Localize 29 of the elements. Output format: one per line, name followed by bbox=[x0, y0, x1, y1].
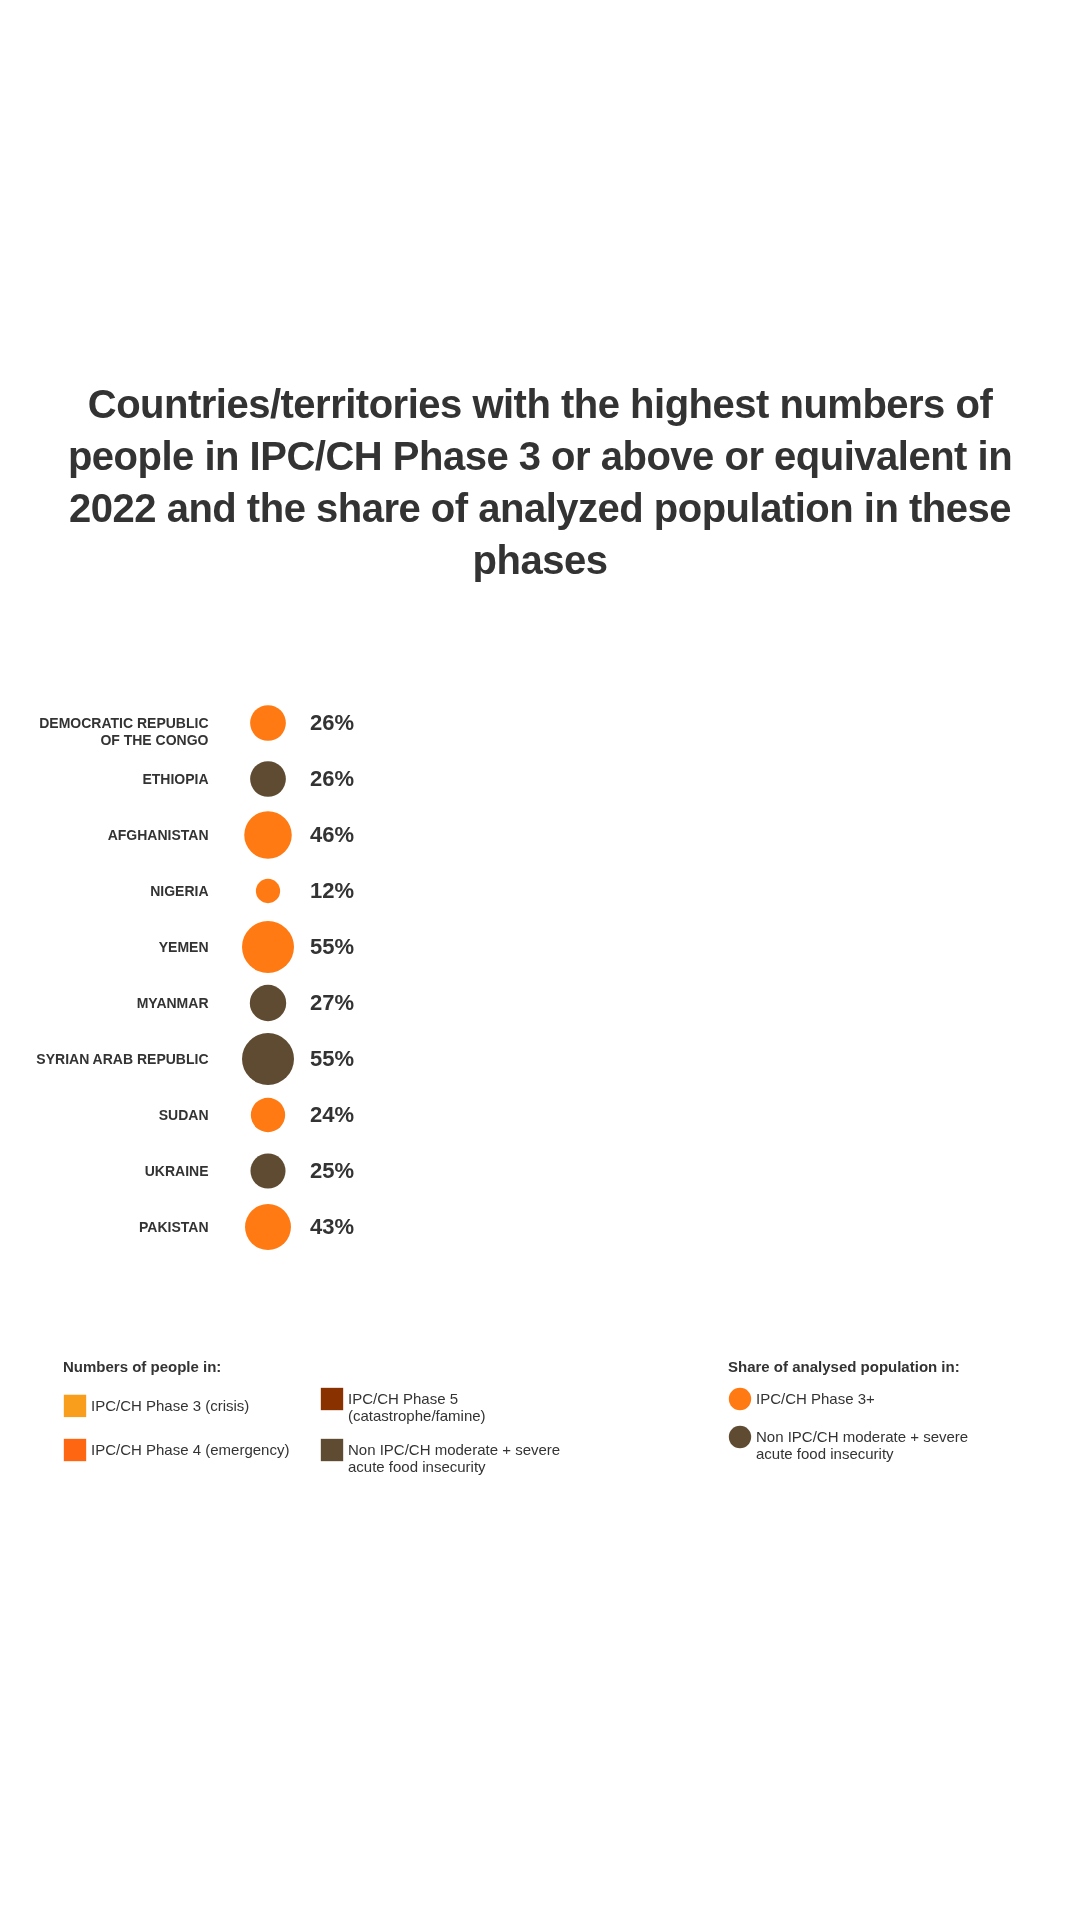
category-label: ETHIOPIA bbox=[142, 770, 209, 787]
data-label: 43% bbox=[310, 1214, 355, 1239]
data-label: 25% bbox=[310, 1158, 355, 1183]
legend-label: Non IPC/CH moderate + severe acute food insecurity bbox=[756, 1428, 969, 1462]
category-label: SYRIAN ARAB REPUBLIC bbox=[36, 1050, 209, 1067]
data-label: 46% bbox=[310, 822, 355, 847]
category-label: NIGERIA bbox=[150, 882, 209, 899]
legend-title: Share of analysed population in: bbox=[728, 1358, 960, 1375]
data-label: 24% bbox=[310, 1102, 355, 1127]
text: Numbers of people in: bbox=[63, 1358, 222, 1375]
legend-label: IPC/CH Phase 3+ bbox=[756, 1390, 876, 1407]
data-label: 55% bbox=[310, 934, 355, 959]
data-label: 12% bbox=[310, 878, 355, 903]
legend-label: Non IPC/CH moderate + severe acute food insecurity bbox=[348, 1441, 561, 1475]
legend-label: IPC/CH Phase 5 (catastrophe/famine) bbox=[348, 1390, 486, 1424]
category-label: SUDAN bbox=[158, 1106, 209, 1123]
data-label: 26% bbox=[310, 766, 355, 791]
category-label: UKRAINE bbox=[144, 1162, 209, 1179]
category-label: AFGHANISTAN bbox=[107, 826, 209, 843]
text: Countries/territories with the highest numbers of people in IPC/CH Phase 3 or above or equivalent in 2022 and the share of analyzed population in these phases bbox=[66, 381, 1014, 584]
category-label: MYANMAR bbox=[136, 994, 209, 1011]
data-label: 27% bbox=[310, 990, 355, 1015]
category-label: DEMOCRATIC REPUBLIC OF THE CONGO bbox=[39, 714, 209, 748]
data-label: 55% bbox=[310, 1046, 355, 1071]
legend-label: IPC/CH Phase 4 (emergency) bbox=[91, 1441, 290, 1458]
category-label: PAKISTAN bbox=[139, 1218, 209, 1235]
data-label: 26% bbox=[310, 710, 355, 735]
category-label: YEMEN bbox=[158, 938, 209, 955]
legend-label: IPC/CH Phase 3 (crisis) bbox=[91, 1396, 250, 1414]
